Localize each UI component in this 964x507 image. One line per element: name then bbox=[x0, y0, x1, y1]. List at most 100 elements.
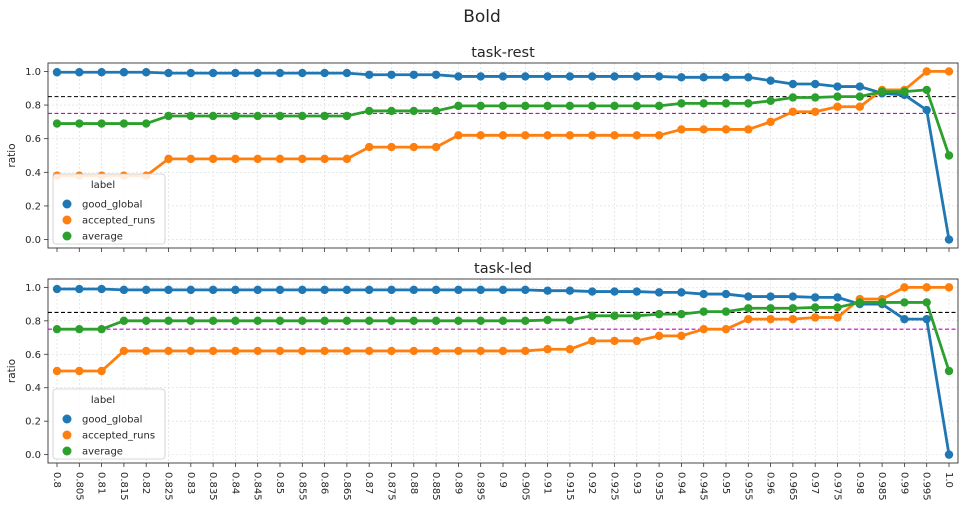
data-point-good_global bbox=[521, 72, 530, 81]
data-point-accepted_runs bbox=[275, 346, 285, 356]
data-point-good_global bbox=[677, 288, 686, 297]
data-point-good_global bbox=[164, 68, 173, 78]
data-point-good_global bbox=[766, 76, 775, 85]
legend-label-accepted_runs: accepted_runs bbox=[82, 431, 155, 442]
x-tick-label: 0.835 bbox=[207, 472, 218, 501]
data-point-average bbox=[654, 101, 664, 111]
data-point-accepted_runs bbox=[476, 131, 485, 140]
data-point-good_global bbox=[231, 285, 240, 295]
data-point-good_global bbox=[498, 72, 508, 81]
x-tick-label: 0.865 bbox=[341, 472, 352, 501]
legend-title: label bbox=[91, 395, 115, 406]
x-tick-label: 0.93 bbox=[631, 472, 642, 494]
data-point-average bbox=[922, 298, 931, 307]
y-tick-label: 1.0 bbox=[25, 67, 41, 78]
data-point-good_global bbox=[699, 289, 708, 299]
data-point-good_global bbox=[721, 73, 731, 82]
data-point-average bbox=[320, 111, 329, 121]
data-point-accepted_runs bbox=[208, 346, 218, 356]
y-axis-label: ratio bbox=[6, 359, 18, 383]
x-tick-label: 0.805 bbox=[73, 472, 84, 501]
data-point-average bbox=[275, 316, 285, 326]
data-point-good_global bbox=[811, 293, 820, 302]
x-tick-label: 0.895 bbox=[475, 472, 486, 501]
x-tick-label: 0.9 bbox=[497, 472, 508, 488]
data-point-average bbox=[632, 311, 641, 320]
data-point-average bbox=[766, 96, 775, 106]
y-tick-label: 0.2 bbox=[25, 201, 41, 212]
data-point-good_global bbox=[543, 286, 552, 295]
data-point-good_global bbox=[320, 285, 329, 295]
data-point-good_global bbox=[922, 314, 931, 324]
x-tick-label: 0.855 bbox=[296, 472, 307, 501]
data-point-average bbox=[565, 101, 575, 111]
data-point-good_global bbox=[97, 284, 106, 294]
data-point-good_global bbox=[52, 284, 62, 294]
data-point-average bbox=[119, 316, 129, 326]
data-point-accepted_runs bbox=[164, 346, 173, 356]
data-point-average bbox=[119, 119, 129, 128]
data-point-accepted_runs bbox=[855, 102, 864, 111]
data-point-good_global bbox=[744, 292, 753, 301]
data-point-accepted_runs bbox=[833, 102, 842, 111]
data-point-accepted_runs bbox=[431, 142, 441, 152]
data-point-accepted_runs bbox=[320, 346, 329, 356]
data-point-average bbox=[298, 111, 307, 121]
data-point-average bbox=[766, 304, 775, 313]
data-point-average bbox=[855, 298, 864, 307]
data-point-good_global bbox=[75, 68, 84, 77]
data-point-average bbox=[365, 106, 374, 116]
data-point-accepted_runs bbox=[944, 67, 954, 76]
data-point-accepted_runs bbox=[253, 346, 262, 356]
data-point-average bbox=[231, 111, 240, 121]
y-tick-label: 0.8 bbox=[25, 316, 41, 327]
data-point-good_global bbox=[476, 285, 485, 295]
data-point-average bbox=[75, 119, 84, 128]
data-point-accepted_runs bbox=[900, 283, 909, 292]
data-point-good_global bbox=[164, 285, 173, 295]
data-point-good_global bbox=[588, 287, 597, 296]
data-point-accepted_runs bbox=[721, 125, 731, 134]
data-point-good_global bbox=[766, 292, 775, 301]
data-point-good_global bbox=[97, 68, 106, 77]
data-point-average bbox=[944, 366, 954, 376]
data-point-good_global bbox=[632, 72, 641, 81]
legend-marker-average bbox=[62, 446, 72, 456]
data-point-good_global bbox=[186, 285, 195, 295]
data-point-good_global bbox=[454, 285, 463, 295]
data-point-average bbox=[632, 101, 641, 111]
data-point-average bbox=[521, 101, 530, 111]
data-point-accepted_runs bbox=[744, 314, 753, 324]
data-point-average bbox=[677, 99, 686, 108]
data-point-accepted_runs bbox=[766, 117, 775, 127]
data-point-average bbox=[744, 99, 753, 108]
data-point-good_global bbox=[811, 79, 820, 89]
x-tick-label: 0.91 bbox=[542, 472, 553, 494]
data-point-average bbox=[409, 316, 418, 326]
data-point-good_global bbox=[521, 285, 530, 295]
data-point-good_global bbox=[320, 68, 329, 78]
data-point-good_global bbox=[610, 72, 619, 81]
data-point-average bbox=[52, 119, 62, 128]
data-point-good_global bbox=[833, 293, 842, 302]
data-point-accepted_runs bbox=[454, 346, 463, 356]
legend-marker-good_global bbox=[62, 199, 72, 209]
data-point-average bbox=[944, 151, 954, 160]
data-point-good_global bbox=[454, 72, 463, 81]
legend-marker-accepted_runs bbox=[62, 215, 72, 225]
data-point-accepted_runs bbox=[498, 131, 508, 140]
data-point-accepted_runs bbox=[476, 346, 485, 356]
data-point-average bbox=[721, 307, 731, 316]
data-point-accepted_runs bbox=[231, 154, 240, 164]
data-point-average bbox=[142, 316, 151, 326]
data-point-accepted_runs bbox=[320, 154, 329, 164]
data-point-good_global bbox=[944, 450, 954, 459]
data-point-good_global bbox=[342, 285, 352, 295]
legend-label-average: average bbox=[82, 447, 123, 458]
data-point-accepted_runs bbox=[811, 107, 820, 116]
x-tick-label: 0.875 bbox=[386, 472, 397, 501]
data-point-accepted_runs bbox=[677, 125, 686, 134]
data-point-good_global bbox=[922, 105, 931, 115]
data-point-accepted_runs bbox=[944, 283, 954, 292]
legend-label-good_global: good_global bbox=[82, 415, 142, 426]
